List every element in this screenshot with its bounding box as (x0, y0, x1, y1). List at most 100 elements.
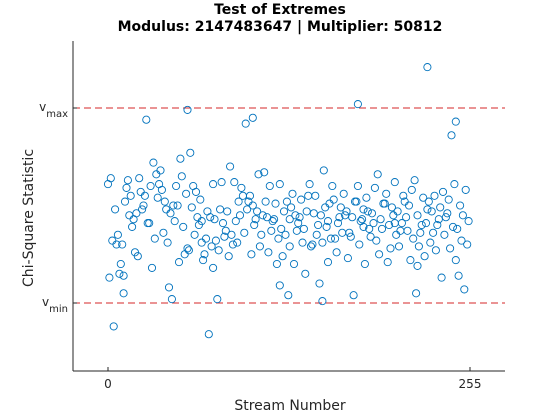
data-point (294, 219, 303, 228)
data-point (426, 238, 435, 247)
data-point (223, 207, 232, 216)
data-point (413, 261, 422, 270)
data-point (209, 180, 218, 189)
data-point (326, 234, 335, 243)
data-point (464, 217, 473, 226)
data-point (427, 207, 436, 216)
data-point (111, 205, 120, 214)
data-point (396, 226, 405, 235)
data-point (423, 205, 432, 214)
data-point (312, 230, 321, 239)
data-point (339, 189, 348, 198)
data-point (461, 185, 470, 194)
data-point (349, 291, 358, 300)
data-point (172, 181, 181, 191)
data-point (149, 158, 158, 167)
data-point (247, 250, 256, 259)
data-point (167, 295, 176, 304)
data-point (109, 322, 118, 331)
data-point (169, 201, 178, 210)
data-point (183, 244, 192, 253)
data-point (139, 201, 148, 210)
data-point (243, 205, 252, 214)
data-point (420, 252, 429, 261)
data-point (316, 211, 325, 220)
data-point (272, 259, 281, 269)
data-point (147, 263, 157, 272)
data-point (278, 252, 287, 261)
data-point (159, 228, 168, 237)
data-point (463, 240, 472, 249)
data-point (412, 289, 421, 298)
data-point (216, 205, 225, 214)
data-point (125, 211, 134, 220)
data-point (358, 215, 367, 224)
data-point (315, 279, 324, 288)
data-point (323, 217, 333, 226)
data-point (393, 207, 402, 216)
data-point (373, 170, 382, 179)
data-point (254, 170, 263, 179)
data-point (328, 181, 337, 191)
data-point (376, 215, 385, 224)
data-point (372, 236, 381, 245)
reference-lines (73, 107, 505, 304)
data-point (390, 178, 399, 187)
data-point (321, 203, 330, 212)
data-point (363, 207, 372, 216)
data-point (265, 181, 274, 191)
data-point (431, 246, 440, 255)
data-point (343, 254, 352, 263)
data-point (444, 195, 453, 204)
data-point (200, 250, 209, 259)
data-point (329, 195, 338, 204)
data-point (394, 242, 404, 251)
data-point (359, 222, 368, 231)
data-point (289, 259, 299, 269)
data-point (332, 248, 341, 257)
data-point (355, 240, 364, 249)
data-point (238, 191, 247, 200)
data-point (458, 211, 467, 220)
data-point (270, 215, 279, 224)
data-point (118, 240, 127, 249)
data-point (348, 213, 357, 222)
data-point (406, 256, 415, 265)
data-point (275, 281, 284, 290)
data-point (257, 230, 266, 239)
data-point (126, 191, 135, 200)
data-point (306, 242, 316, 251)
data-point (138, 205, 147, 214)
data-point (197, 217, 206, 226)
data-point (309, 209, 318, 218)
data-point (196, 195, 205, 204)
data-point (399, 191, 408, 200)
data-point (162, 205, 171, 214)
data-point (288, 189, 297, 198)
data-point (362, 193, 371, 202)
data-point (184, 246, 193, 255)
x-tick-label: 255 (459, 377, 482, 391)
data-point (123, 176, 132, 185)
data-point (451, 256, 460, 265)
data-point (341, 211, 350, 220)
data-point (255, 242, 264, 251)
data-point (409, 234, 418, 243)
data-point (177, 172, 186, 181)
data-point (414, 242, 423, 251)
data-point (367, 209, 377, 218)
data-point (287, 203, 296, 212)
data-point (338, 228, 347, 237)
data-point (214, 246, 223, 255)
data-point (413, 211, 422, 220)
data-point (456, 201, 465, 210)
data-point (319, 166, 328, 175)
data-point (377, 224, 387, 233)
data-point (453, 224, 462, 233)
axis-ticks: 0 255 vmax vmin (39, 100, 481, 391)
data-point (250, 220, 259, 230)
data-point (366, 232, 375, 241)
data-point (342, 207, 351, 216)
